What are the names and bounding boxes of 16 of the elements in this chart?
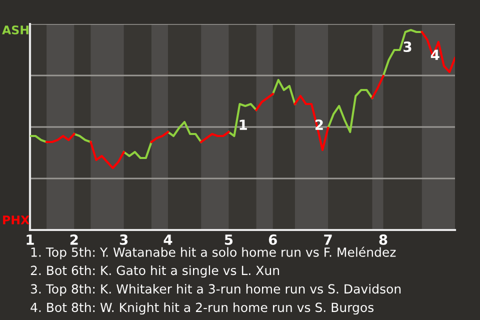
text: ASH: [2, 25, 28, 34]
x-tick-label: 7: [324, 234, 332, 245]
x-tick-label: 3: [120, 234, 128, 245]
text: 1. Top 5th: Y. Watanabe hit a solo home run vs F. Meléndez: [31, 246, 396, 260]
x-tick-label: 4: [164, 234, 172, 245]
x-tick-label: 1: [26, 234, 34, 245]
x-tick-label: 6: [268, 234, 277, 245]
text: 2. Bot 6th: K. Gato hit a single vs L. Xun: [30, 265, 279, 278]
x-tick-label: 8: [379, 234, 388, 245]
annotation: 4: [430, 50, 440, 60]
annotation: 1: [240, 120, 247, 130]
text: 3. Top 8th: K. Whitaker hit a 3-run home run vs S. Davidson: [30, 284, 401, 296]
x-tick-label: 2: [70, 234, 78, 245]
annotation: 3: [404, 42, 412, 52]
x-tick-label: 5: [224, 234, 233, 245]
text: 4. Bot 8th: W. Knight hit a 2-run home run vs S. Burgos: [30, 302, 374, 315]
